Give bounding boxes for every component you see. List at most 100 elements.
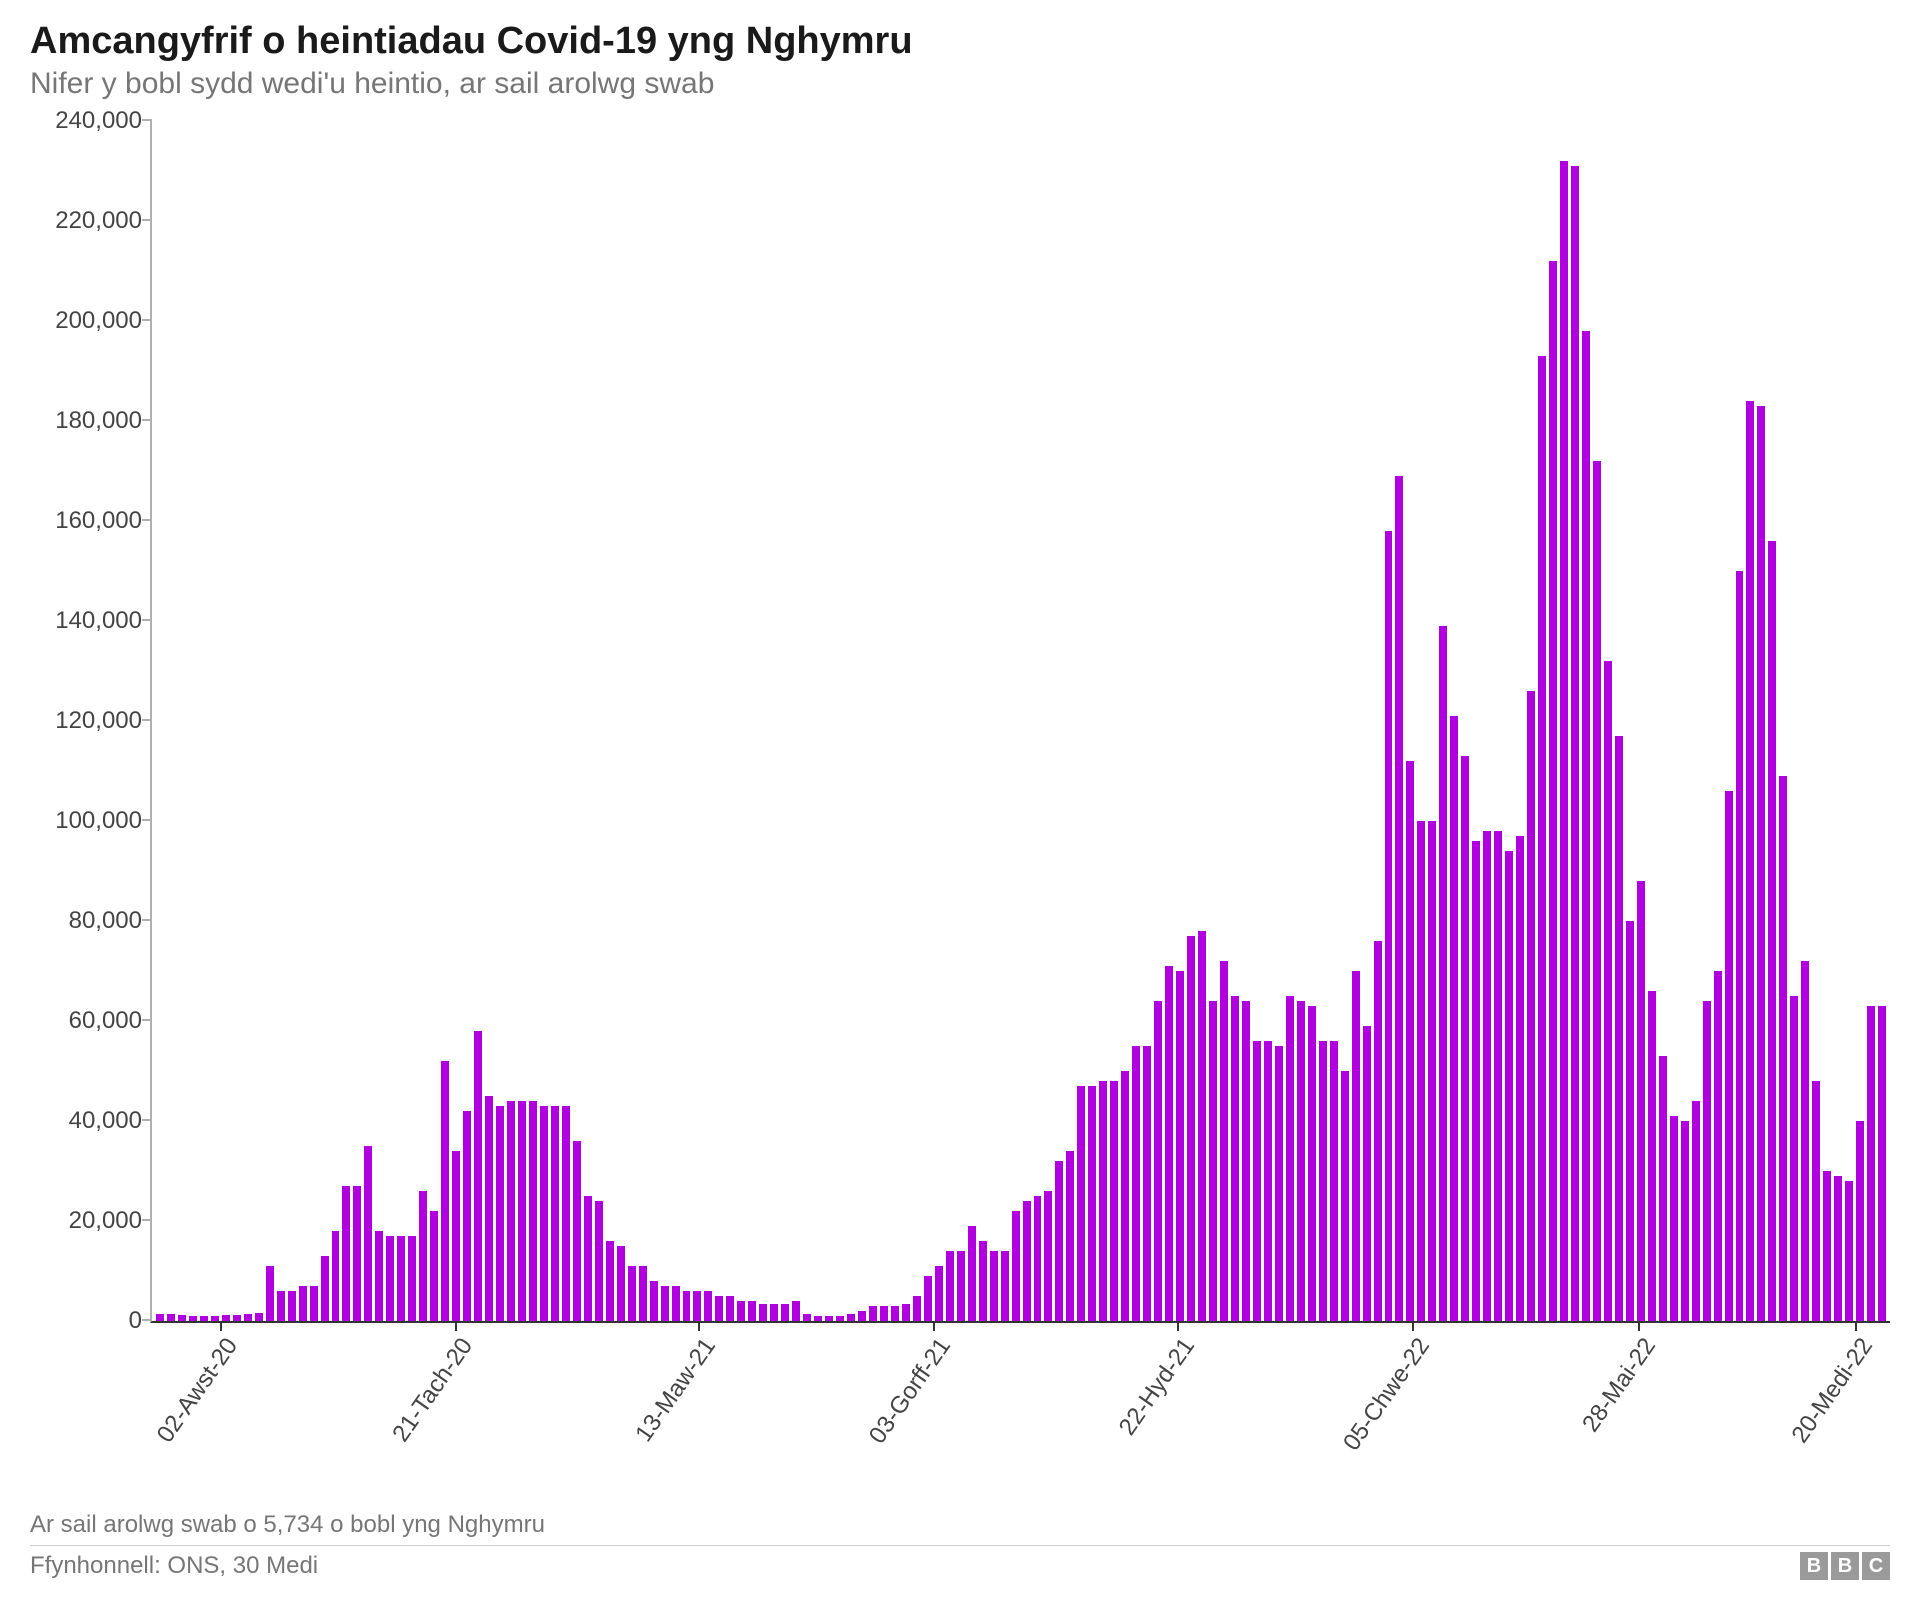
bar <box>1725 791 1733 1321</box>
x-tick-mark <box>1638 1321 1640 1331</box>
bar <box>266 1266 274 1321</box>
bar <box>715 1296 723 1321</box>
bar <box>1692 1101 1700 1321</box>
bar <box>1626 921 1634 1321</box>
chart-subtitle: Nifer y bobl sydd wedi'u heintio, ar sai… <box>30 67 1890 101</box>
x-tick: 13-Maw-21 <box>698 1321 700 1331</box>
bar <box>968 1226 976 1321</box>
bar <box>1034 1196 1042 1321</box>
bar <box>1385 531 1393 1321</box>
bar <box>299 1286 307 1321</box>
bar <box>1220 961 1228 1321</box>
bar <box>1187 936 1195 1321</box>
x-tick-mark <box>455 1321 457 1331</box>
y-tick-mark <box>142 419 152 421</box>
bar <box>990 1251 998 1321</box>
y-tick-mark <box>142 1019 152 1021</box>
bar <box>1165 966 1173 1321</box>
chart-footnote: Ar sail arolwg swab o 5,734 o bobl yng N… <box>30 1511 1890 1546</box>
bbc-logo-c: C <box>1862 1552 1890 1580</box>
bar <box>737 1301 745 1321</box>
bar <box>1044 1191 1052 1321</box>
bar <box>1352 971 1360 1321</box>
bar <box>397 1236 405 1321</box>
bar <box>726 1296 734 1321</box>
x-tick: 28-Mai-22 <box>1638 1321 1640 1331</box>
bar <box>891 1306 899 1321</box>
bar <box>770 1304 778 1321</box>
y-tick-label: 60,000 <box>69 1007 142 1035</box>
y-tick-mark <box>142 219 152 221</box>
bar <box>1845 1181 1853 1321</box>
bar <box>1077 1086 1085 1321</box>
bar <box>1834 1176 1842 1321</box>
x-tick-label: 03-Gorff-21 <box>864 1333 957 1449</box>
bar <box>310 1286 318 1321</box>
bar <box>1516 836 1524 1321</box>
bar <box>1648 991 1656 1321</box>
bar <box>507 1101 515 1321</box>
bar <box>1209 1001 1217 1321</box>
x-tick-label: 21-Tach-20 <box>387 1333 479 1447</box>
y-tick-mark <box>142 1219 152 1221</box>
bar <box>1801 961 1809 1321</box>
y-tick-label: 100,000 <box>55 807 142 835</box>
bbc-logo-b1: B <box>1800 1552 1828 1580</box>
bar <box>1549 261 1557 1321</box>
bar <box>408 1236 416 1321</box>
bar <box>869 1306 877 1321</box>
y-tick-label: 200,000 <box>55 307 142 335</box>
bar <box>386 1236 394 1321</box>
bar <box>1779 776 1787 1321</box>
y-tick-mark <box>142 619 152 621</box>
bar <box>518 1101 526 1321</box>
bar <box>1736 571 1744 1321</box>
bar <box>156 1314 164 1322</box>
bar <box>606 1241 614 1321</box>
bar <box>1242 1001 1250 1321</box>
y-tick-label: 40,000 <box>69 1107 142 1135</box>
y-tick-mark <box>142 519 152 521</box>
x-tick: 21-Tach-20 <box>455 1321 457 1331</box>
x-tick-label: 05-Chwe-22 <box>1338 1333 1436 1456</box>
bar <box>1538 356 1546 1321</box>
y-tick-label: 20,000 <box>69 1207 142 1235</box>
bar <box>650 1281 658 1321</box>
y-tick-mark <box>142 819 152 821</box>
bar <box>1341 1071 1349 1321</box>
bar <box>1461 756 1469 1321</box>
bar <box>1659 1056 1667 1321</box>
bar <box>1264 1041 1272 1321</box>
bar <box>1088 1086 1096 1321</box>
bar <box>277 1291 285 1321</box>
bar <box>1275 1046 1283 1321</box>
bars-container <box>152 121 1890 1321</box>
bar <box>924 1276 932 1321</box>
bar <box>1472 841 1480 1321</box>
bar <box>1867 1006 1875 1321</box>
bar <box>1615 736 1623 1321</box>
bar <box>1812 1081 1820 1321</box>
bar <box>1714 971 1722 1321</box>
bbc-logo-b2: B <box>1831 1552 1859 1580</box>
bar <box>1593 461 1601 1321</box>
y-tick-mark <box>142 919 152 921</box>
y-tick-label: 80,000 <box>69 907 142 935</box>
bar <box>595 1201 603 1321</box>
x-tick-mark <box>933 1321 935 1331</box>
bar <box>858 1311 866 1321</box>
bar <box>1012 1211 1020 1321</box>
bar <box>1110 1081 1118 1321</box>
bar <box>1856 1121 1864 1321</box>
bar <box>1703 1001 1711 1321</box>
x-tick: 02-Awst-20 <box>220 1321 222 1331</box>
bar <box>1395 476 1403 1321</box>
bar <box>540 1106 548 1321</box>
bar <box>1330 1041 1338 1321</box>
bar <box>1297 1001 1305 1321</box>
bar <box>1023 1201 1031 1321</box>
bar <box>430 1211 438 1321</box>
bar <box>562 1106 570 1321</box>
bar <box>1757 406 1765 1321</box>
y-axis: 020,00040,00060,00080,000100,000120,0001… <box>30 121 150 1321</box>
